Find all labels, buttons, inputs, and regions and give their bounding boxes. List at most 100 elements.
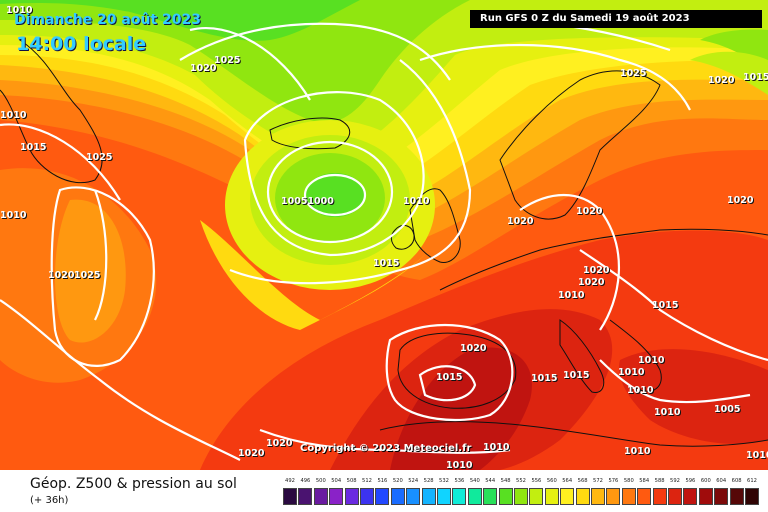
isobar-label: 1025 [74, 270, 101, 281]
isobar-label: 1020 [48, 270, 75, 281]
isobar-lines [0, 22, 768, 461]
isobar-label: 1020 [583, 265, 610, 276]
isobar-label: 1010 [558, 290, 585, 301]
isobar-label: 1020 [708, 75, 735, 86]
isobar-label: 1010 [654, 407, 681, 418]
isobar-label: 1020 [238, 448, 265, 459]
isobar-label: 1025 [620, 68, 647, 79]
legend-swatch [360, 488, 374, 505]
isobar-1015-iberia [418, 365, 477, 402]
legend-value: 524 [408, 478, 419, 484]
weather-map: Dimanche 20 août 2023 14:00 locale Run G… [0, 0, 768, 470]
legend-swatch [313, 488, 328, 505]
legend-swatch [514, 488, 528, 505]
legend-value: 568 [577, 478, 588, 484]
legend-value: 496 [300, 478, 311, 484]
field-amber-west [55, 199, 126, 343]
isobar-1020-north [419, 43, 691, 111]
isobar-1015-atlantic [189, 27, 472, 285]
landmass-italy [559, 319, 605, 394]
legend-value: 572 [593, 478, 603, 484]
legend-swatch [483, 488, 498, 505]
isobar-label: 1010 [403, 196, 430, 207]
legend-value: 492 [285, 478, 295, 484]
legend-value: 516 [377, 478, 388, 484]
map-footer: Géop. Z500 & pression au sol (+ 36h) 492… [0, 470, 768, 512]
legend-swatch [390, 488, 405, 505]
legend-value: 608 [731, 478, 742, 484]
isobar-label: 1015 [436, 372, 463, 383]
low-core [305, 173, 365, 217]
legend-value: 560 [546, 478, 557, 484]
legend-swatch [698, 488, 713, 505]
isobar-low-1000 [303, 173, 367, 217]
isobar-label: 1015 [652, 300, 679, 311]
isobar-1020-east [519, 193, 620, 331]
legend-swatch [729, 488, 744, 505]
isobar-label: 1020 [507, 216, 534, 227]
legend-swatch [637, 488, 652, 505]
legend-value: 600 [700, 478, 711, 484]
isobar-label: 1010 [0, 210, 27, 221]
legend-swatch [745, 488, 759, 505]
isobar-label: 1015 [743, 72, 768, 83]
isobar-label: 1010 [627, 385, 654, 396]
legend-value: 500 [315, 478, 326, 484]
forecast-time: 14:00 locale [16, 33, 147, 55]
isobar-1010-med [599, 359, 751, 404]
legend-swatch [529, 488, 544, 505]
isobar-1020-west [50, 186, 155, 367]
legend-swatch [544, 488, 559, 505]
isobar-low-1005 [266, 140, 394, 244]
landmass-continent [439, 228, 768, 291]
legend-swatch [591, 488, 605, 505]
legend-value: 532 [439, 478, 449, 484]
legend-swatch [606, 488, 621, 505]
legend-value: 604 [716, 478, 727, 484]
forecast-offset: (+ 36h) [30, 495, 69, 506]
legend-value: 536 [454, 478, 465, 484]
legend-swatch [283, 488, 297, 505]
isobar-label: 1025 [86, 152, 113, 163]
legend-value: 528 [423, 478, 434, 484]
isobar-label: 1020 [578, 277, 605, 288]
forecast-date: Dimanche 20 août 2023 [14, 12, 201, 28]
landmass-africa [379, 421, 768, 447]
legend-swatch [714, 488, 729, 505]
legend-value: 564 [562, 478, 573, 484]
legend-value: 552 [516, 478, 526, 484]
legend-swatch [652, 488, 667, 505]
landmass-iberia [397, 332, 517, 409]
legend-value: 580 [623, 478, 634, 484]
legend-value: 588 [654, 478, 665, 484]
map-title: Géop. Z500 & pression au sol [30, 476, 237, 492]
field-red-east [619, 349, 768, 444]
isobar-label: 1010 [446, 460, 473, 470]
isobar-1020-iberia [385, 323, 514, 422]
isobar-1015-east [579, 249, 768, 362]
run-info: Run GFS 0 Z du Samedi 19 août 2023 [470, 10, 762, 28]
field-lime-east [690, 51, 768, 95]
legend-swatch [467, 488, 482, 505]
legend-swatch [344, 488, 359, 505]
isobar-1010-iceland [243, 91, 425, 257]
legend-swatch [375, 488, 390, 505]
legend-value: 612 [747, 478, 757, 484]
legend-value: 540 [469, 478, 480, 484]
landmass-iceland [269, 117, 350, 150]
legend-value: 544 [485, 478, 496, 484]
legend-value: 584 [639, 478, 650, 484]
isobar-label: 1020 [190, 63, 217, 74]
isobar-label: 1010 [6, 5, 33, 16]
field-green-deep [0, 0, 360, 41]
landmass-balkans [609, 319, 662, 392]
legend-swatch [406, 488, 421, 505]
landmass-scandinavia [499, 70, 661, 220]
isobar-label: 1020 [460, 343, 487, 354]
legend-swatch [575, 488, 590, 505]
isobar-label: 1010 [624, 446, 651, 457]
legend-value: 508 [346, 478, 357, 484]
legend-value: 520 [392, 478, 403, 484]
isobar-label: 1010 [0, 110, 27, 121]
landmass-britain [409, 188, 461, 264]
